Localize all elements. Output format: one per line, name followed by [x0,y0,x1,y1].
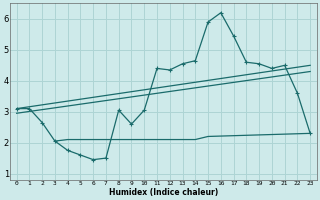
X-axis label: Humidex (Indice chaleur): Humidex (Indice chaleur) [109,188,218,197]
